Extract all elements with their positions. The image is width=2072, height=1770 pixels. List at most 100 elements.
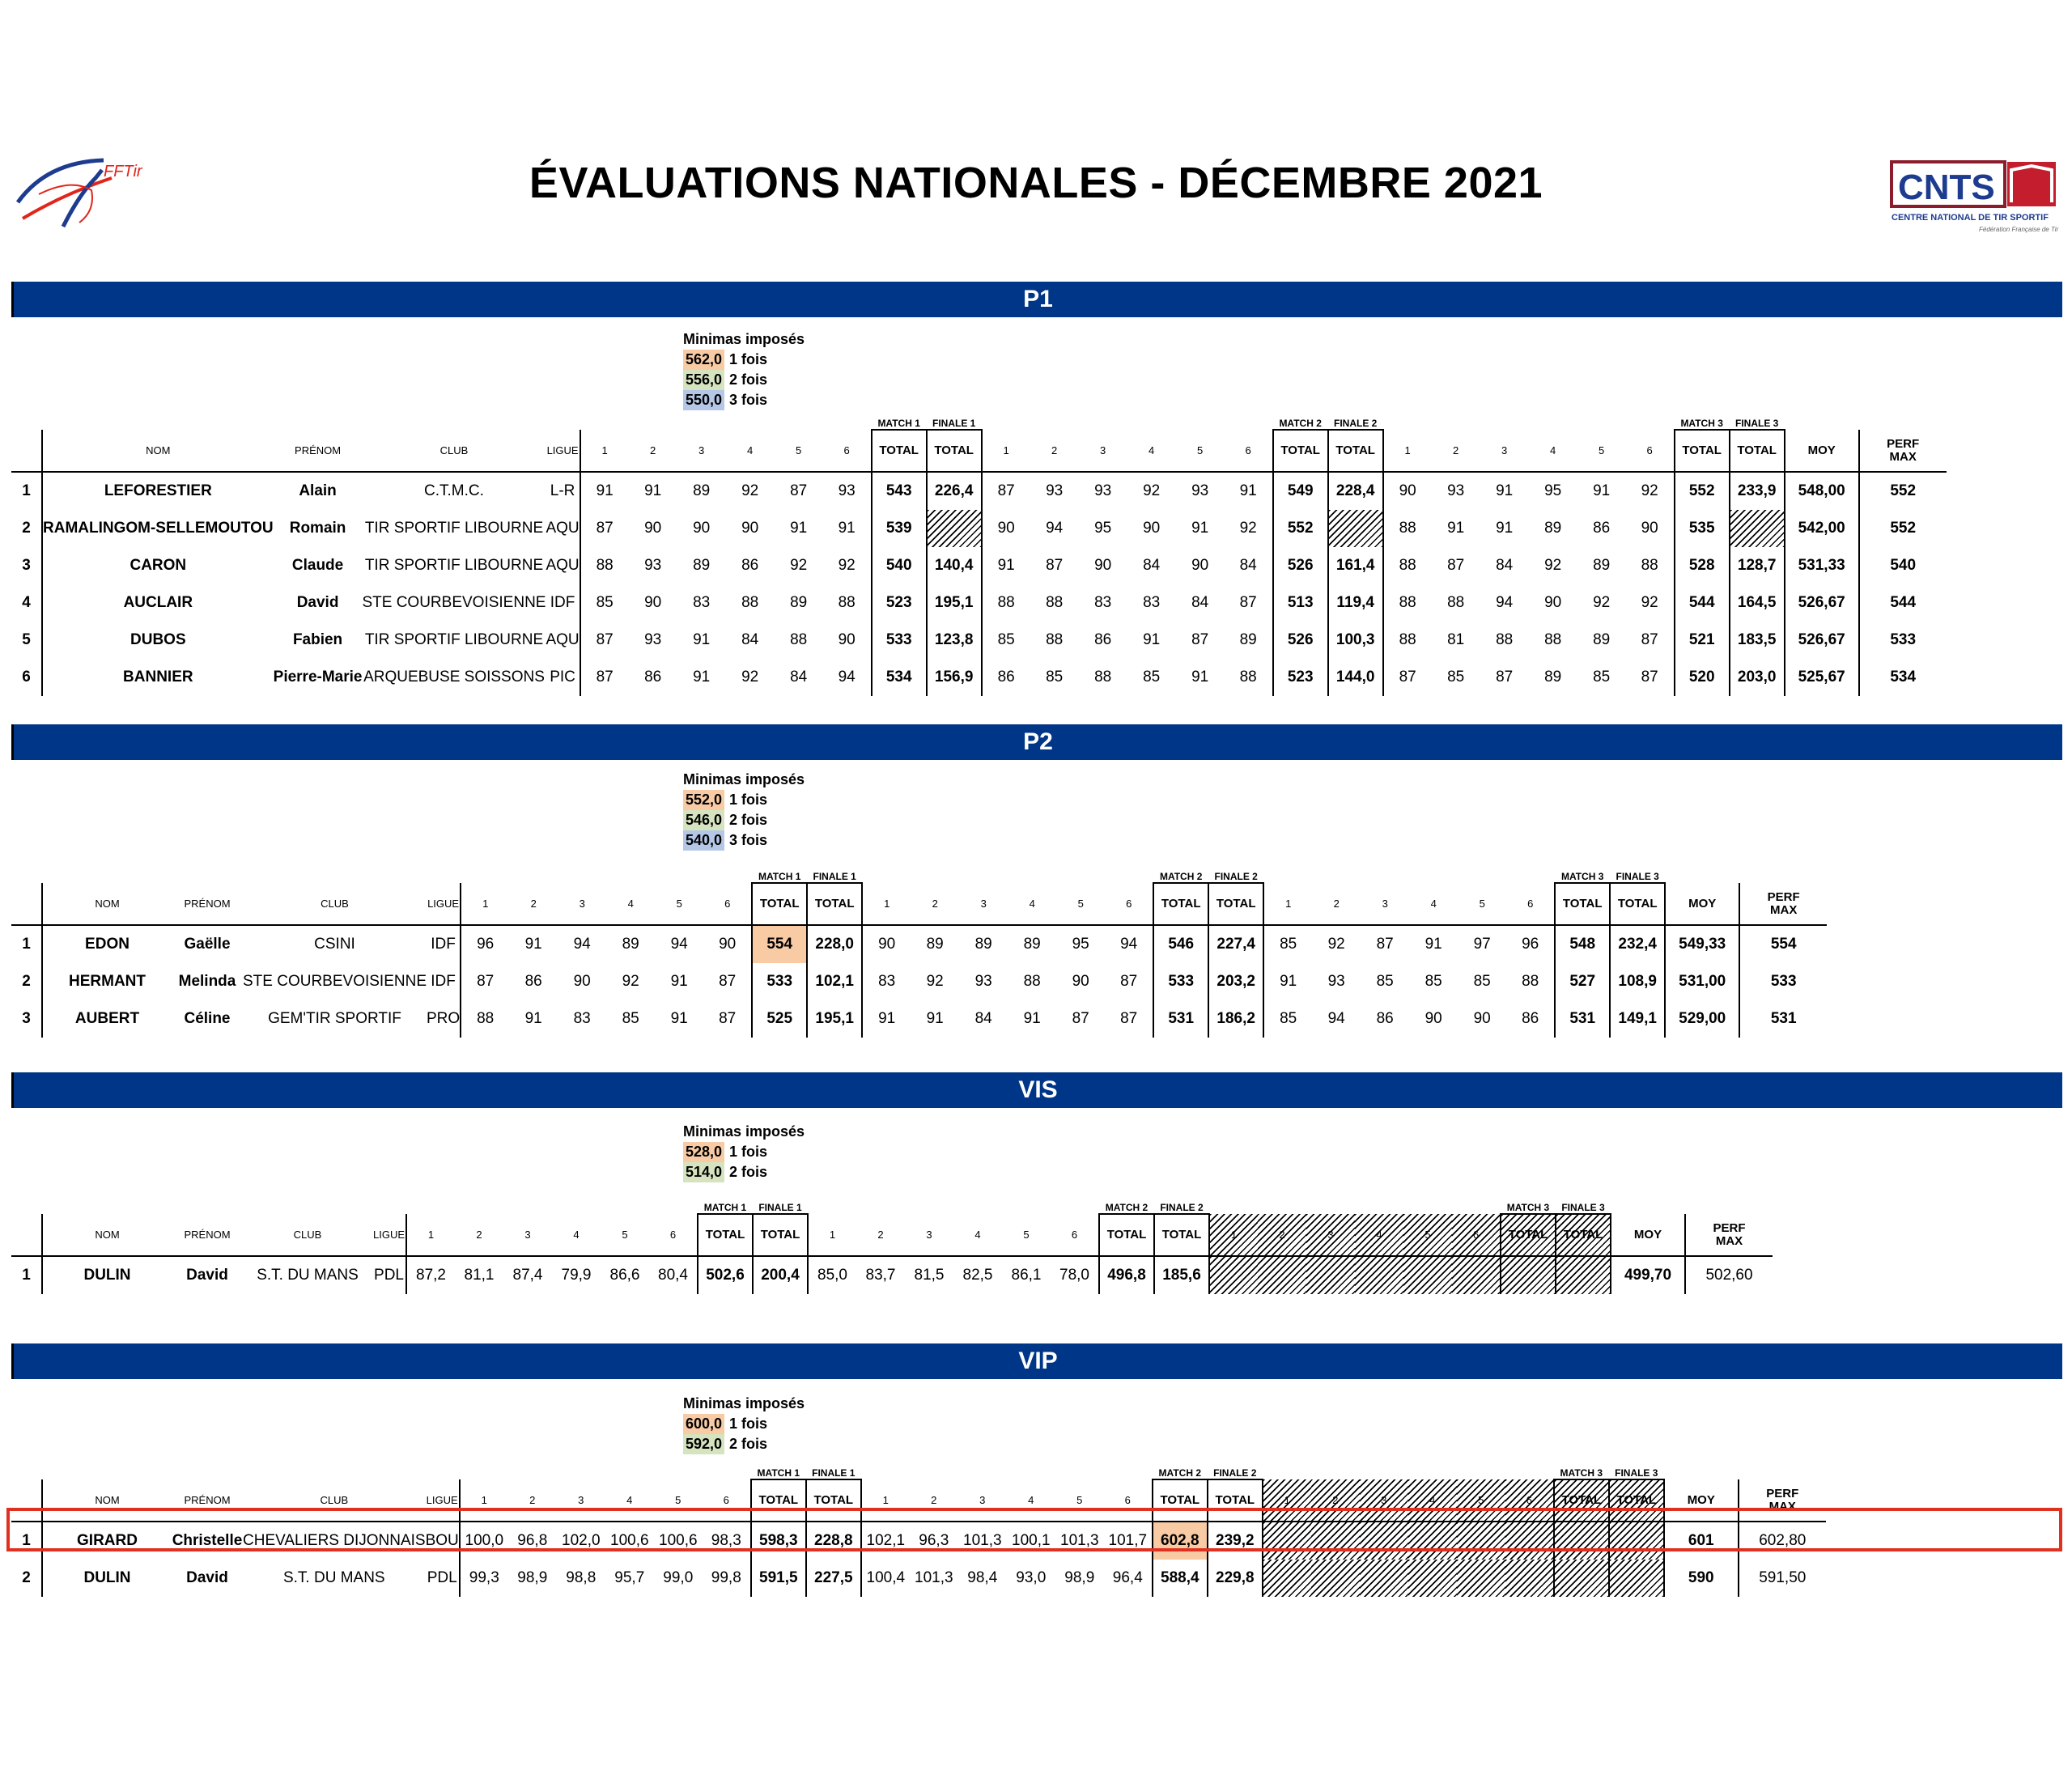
series-score: 86 xyxy=(1376,1010,1394,1027)
series-3-5-header: 5 xyxy=(1403,1214,1452,1257)
moy-cell: 601 xyxy=(1688,1532,1714,1549)
series-score xyxy=(1306,1256,1355,1294)
series-score: 91 xyxy=(1191,669,1209,686)
series-score: 101,7 xyxy=(1108,1532,1148,1549)
finale-1-total-header: TOTAL xyxy=(805,1479,862,1522)
minimas-value: 592,0 xyxy=(683,1434,725,1454)
rank-header xyxy=(11,430,42,473)
series-2-2-header: 2 xyxy=(911,883,960,926)
series-3-2-header: 2 xyxy=(1258,1214,1306,1257)
series-1-6-header: 6 xyxy=(702,1479,751,1522)
series-score: 92 xyxy=(790,557,808,574)
series-score: 87 xyxy=(1120,1010,1138,1027)
series-3-4-header: 4 xyxy=(1355,1214,1403,1257)
match-total xyxy=(1500,1256,1556,1294)
series-score: 88 xyxy=(1544,631,1562,648)
series-score: 85 xyxy=(1376,973,1394,990)
prenom-cell: Pierre-Marie xyxy=(273,669,363,686)
series-score: 92 xyxy=(1641,594,1658,611)
match-total: 523 xyxy=(870,584,927,622)
max-label: MAX xyxy=(1770,902,1798,917)
series-2-3-header: 3 xyxy=(905,1214,953,1257)
finale-total: 161,4 xyxy=(1327,547,1384,584)
series-1-6-header: 6 xyxy=(822,430,872,473)
series-2-1-header: 1 xyxy=(862,883,911,926)
series-score: 85 xyxy=(1473,973,1491,990)
finale-total xyxy=(1607,1522,1665,1560)
series-score: 92 xyxy=(741,482,759,499)
perf-label: PERF xyxy=(1713,1220,1746,1235)
match-total: 526 xyxy=(1272,547,1328,584)
series-score: 93 xyxy=(1046,482,1064,499)
series-3-5-header: 5 xyxy=(1577,430,1626,473)
nom-cell: DULIN xyxy=(41,1560,172,1597)
series-score: 86,6 xyxy=(609,1267,640,1284)
series-score: 100,4 xyxy=(866,1569,906,1586)
series-score: 99,0 xyxy=(663,1569,694,1586)
series-2-4-header: 4 xyxy=(1008,883,1057,926)
perf-max-cell: 602,80 xyxy=(1737,1522,1826,1560)
series-score: 91 xyxy=(1593,482,1611,499)
finale-3-total-header: TOTAL xyxy=(1728,429,1785,473)
series-1-5-header: 5 xyxy=(653,1479,703,1522)
series-score: 90 xyxy=(1473,1010,1491,1027)
series-score xyxy=(1359,1560,1408,1597)
series-score: 86 xyxy=(644,669,662,686)
series-score: 86,1 xyxy=(1011,1267,1042,1284)
series-score: 95 xyxy=(1544,482,1562,499)
series-score: 100,1 xyxy=(1012,1532,1051,1549)
series-score: 86 xyxy=(524,973,542,990)
minimas-title: Minimas imposés xyxy=(683,331,805,347)
match-total: 528 xyxy=(1673,547,1730,584)
finale-total: 149,1 xyxy=(1609,1000,1667,1038)
series-score: 87 xyxy=(1399,669,1416,686)
series-2-5-header: 5 xyxy=(1056,883,1106,926)
rank-header xyxy=(11,1479,42,1522)
ligue-cell: AQU xyxy=(546,547,581,584)
series-score: 84 xyxy=(741,631,759,648)
series-score: 81,5 xyxy=(914,1267,945,1284)
series-score: 88 xyxy=(596,557,614,574)
ligue-cell: AQU xyxy=(546,622,581,659)
nom-cell: LEFORESTIER xyxy=(41,472,274,510)
series-score: 91 xyxy=(790,520,808,537)
series-3-6-header: 6 xyxy=(1506,883,1556,926)
perf-max-cell: 544 xyxy=(1858,584,1947,622)
series-score: 92 xyxy=(926,973,944,990)
series-1-4-header: 4 xyxy=(725,430,775,473)
finale-total: 203,2 xyxy=(1208,963,1265,1000)
series-score: 89 xyxy=(1593,631,1611,648)
prenom-cell: David xyxy=(186,1267,228,1284)
rank-cell: 3 xyxy=(22,1010,31,1027)
moy-header: MOY xyxy=(1663,1479,1739,1522)
perf-max-cell: 534 xyxy=(1858,659,1947,696)
series-score: 86 xyxy=(741,557,759,574)
series-1-2-header: 2 xyxy=(628,430,677,473)
minimas-label: 1 fois xyxy=(729,792,768,808)
series-score: 97 xyxy=(1473,936,1491,953)
minimas-value: 556,0 xyxy=(683,370,725,390)
highlight-row-box xyxy=(6,1508,2062,1551)
fftir-logo: FFTir xyxy=(15,158,143,228)
ligue-cell: IDF xyxy=(546,584,581,622)
series-1-5-header: 5 xyxy=(601,1214,649,1257)
series-score: 92 xyxy=(1327,936,1345,953)
series-score: 93 xyxy=(1094,482,1112,499)
series-score: 93 xyxy=(1191,482,1209,499)
series-score: 89 xyxy=(1239,631,1257,648)
finale-3-total-header: TOTAL xyxy=(1609,882,1667,926)
rank-header xyxy=(11,883,42,926)
series-score: 91 xyxy=(1496,520,1514,537)
series-1-4-header: 4 xyxy=(605,1479,654,1522)
finale-total xyxy=(1327,510,1384,547)
series-score xyxy=(1258,1256,1306,1294)
finale-total: 228,0 xyxy=(806,925,864,963)
minimas-label: 2 fois xyxy=(729,812,768,828)
series-1-3-header: 3 xyxy=(503,1214,552,1257)
series-score: 90 xyxy=(1399,482,1416,499)
match-1-total-header: TOTAL xyxy=(751,882,808,926)
match-total: 531 xyxy=(1554,1000,1611,1038)
ligue-cell: AQU xyxy=(546,510,581,547)
series-score: 91 xyxy=(670,973,688,990)
moy-cell: 499,70 xyxy=(1624,1267,1672,1284)
